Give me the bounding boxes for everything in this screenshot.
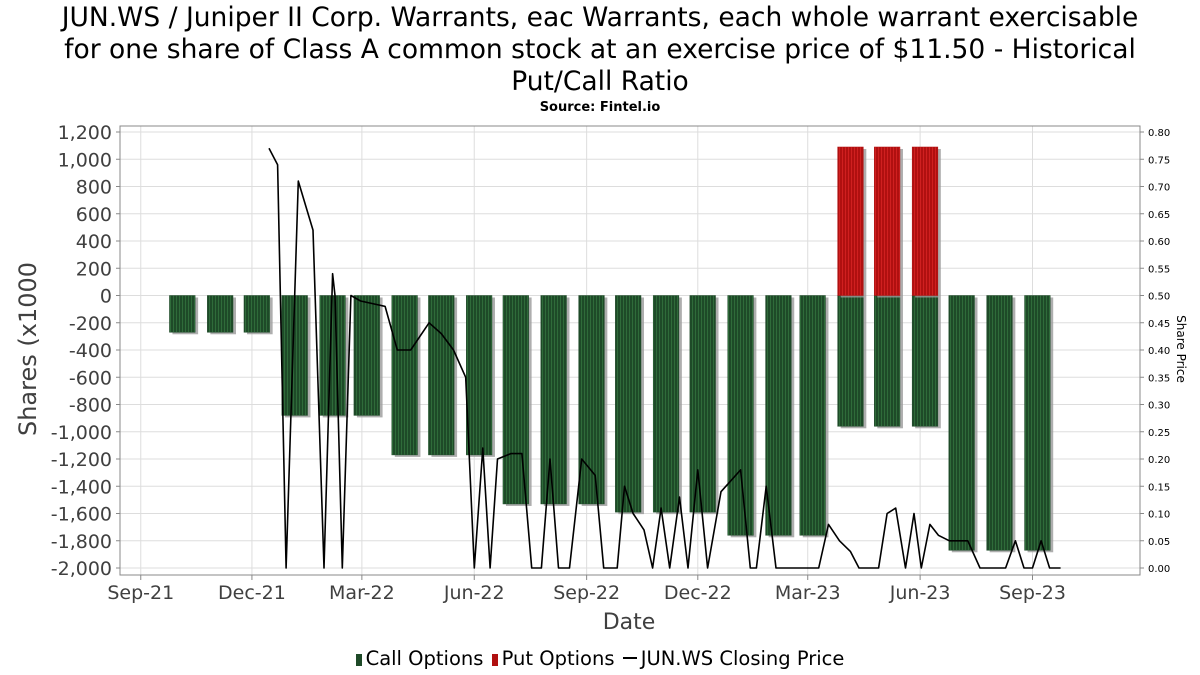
call-options-bar: [207, 295, 234, 333]
x-axis-label: Date: [603, 610, 656, 635]
y-tick-label: 800: [76, 177, 112, 199]
legend-item-price: JUN.WS Closing Price: [622, 647, 845, 670]
chart-subtitle: Source: Fintel.io: [539, 100, 661, 115]
chart-title: JUN.WS / Juniper II Corp. Warrants, eac …: [0, 2, 1200, 98]
y2-tick-label: 0.55: [1148, 264, 1170, 275]
x-tick-label: Mar-23: [775, 582, 841, 604]
call-options-bar: [466, 295, 493, 456]
y2-tick-label: 0.40: [1148, 346, 1170, 357]
y-tick-label: -1,200: [51, 449, 112, 471]
legend-label-put: Put Options: [501, 647, 615, 670]
x-tick-label: Dec-21: [218, 582, 286, 604]
y-tick-label: 1,200: [58, 122, 112, 144]
y2-tick-label: 0.20: [1148, 455, 1170, 466]
y2-tick-label: 0.75: [1148, 155, 1170, 166]
put-options-bar: [874, 146, 901, 296]
put-options-bar: [837, 146, 864, 296]
put-options-bar: [911, 146, 939, 296]
call-options-bar: [428, 295, 455, 456]
x-tick-label: Sep-21: [107, 582, 174, 604]
x-tick-label: Dec-22: [664, 582, 732, 604]
x-tick-label: Sep-22: [553, 582, 620, 604]
call-options-bar: [1024, 295, 1051, 551]
call-options-bar: [689, 295, 716, 513]
call-options-bar: [837, 295, 864, 427]
call-options-bar: [391, 295, 418, 456]
y2-tick-label: 0.60: [1148, 237, 1170, 248]
y2-tick-label: 0.70: [1148, 183, 1170, 194]
price-line: [268, 147, 1061, 569]
call-options-bar: [615, 295, 642, 513]
call-options-bar: [727, 295, 754, 536]
y2-tick-label: 0.45: [1148, 319, 1170, 330]
call-options-bar: [911, 295, 939, 427]
x-tick-label: Sep-23: [999, 582, 1066, 604]
x-tick-label: Jun-23: [889, 582, 951, 604]
plot-border: [119, 125, 1141, 576]
y-tick-label: -600: [69, 367, 112, 389]
y-tick-label: 1,000: [58, 149, 112, 171]
axes: 1,200 1,000 800 600 400 200 0 -200 -400 -600 -800 -…: [51, 122, 1171, 604]
call-options-bar: [652, 295, 680, 513]
y-tick-label: 0: [100, 286, 112, 308]
chart-title-line: Put/Call Ratio: [511, 66, 689, 97]
y2-tick-label: 0.00: [1148, 564, 1170, 575]
x-tick-label: Jun-22: [443, 582, 505, 604]
y-tick-label: 400: [76, 231, 112, 253]
y2-tick-label: 0.65: [1148, 210, 1170, 221]
call-options-bar: [874, 295, 901, 427]
y2-tick-label: 0.30: [1148, 401, 1170, 412]
legend: Call Options Put Options JUN.WS Closing …: [0, 647, 1200, 670]
closing-price-line: [268, 147, 1061, 569]
call-options-bar: [986, 295, 1013, 551]
x-tick-label: Mar-22: [329, 582, 395, 604]
call-options-bar: [243, 295, 270, 333]
legend-item-call: Call Options: [355, 647, 484, 670]
y2-tick-label: 0.80: [1148, 128, 1170, 139]
y-tick-label: -1,000: [51, 422, 112, 444]
legend-swatch-call: [355, 654, 362, 666]
call-options-bar: [169, 295, 196, 333]
legend-swatch-put: [491, 654, 498, 666]
y2-tick-label: 0.10: [1148, 510, 1170, 521]
y-axis-label: Shares (x1000: [14, 262, 42, 436]
chart-title-line: JUN.WS / Juniper II Corp. Warrants, eac …: [61, 2, 1139, 33]
y-tick-label: 200: [76, 258, 112, 280]
y2-tick-label: 0.35: [1148, 373, 1170, 384]
y-tick-label: -1,600: [51, 504, 112, 526]
y-tick-label: -400: [69, 340, 112, 362]
legend-item-put: Put Options: [491, 647, 615, 670]
legend-swatch-price: [622, 657, 637, 659]
bars: [169, 146, 1054, 553]
y2-tick-label: 0.05: [1148, 537, 1170, 548]
chart-title-line: for one share of Class A common stock at…: [64, 34, 1136, 65]
y-tick-label: -1,800: [51, 531, 112, 553]
y2-tick-label: 0.15: [1148, 482, 1170, 493]
y-tick-label: -1,400: [51, 476, 112, 498]
legend-label-call: Call Options: [365, 647, 484, 670]
y2-tick-label: 0.50: [1148, 292, 1170, 303]
y-tick-label: -2,000: [51, 558, 112, 580]
call-options-bar: [540, 295, 567, 505]
call-options-bar: [319, 295, 346, 416]
call-options-bar: [353, 295, 380, 416]
y2-axis-label: Share Price: [1174, 315, 1188, 383]
call-options-bar: [948, 295, 975, 551]
y-tick-label: 600: [76, 204, 112, 226]
y-tick-label: -800: [69, 395, 112, 417]
y2-tick-label: 0.25: [1148, 428, 1170, 439]
call-options-bar: [502, 295, 529, 505]
legend-label-price: JUN.WS Closing Price: [640, 647, 845, 670]
call-options-bar: [578, 295, 605, 505]
y-tick-label: -200: [69, 313, 112, 335]
call-options-bar: [765, 295, 792, 536]
call-options-bar: [799, 295, 826, 536]
